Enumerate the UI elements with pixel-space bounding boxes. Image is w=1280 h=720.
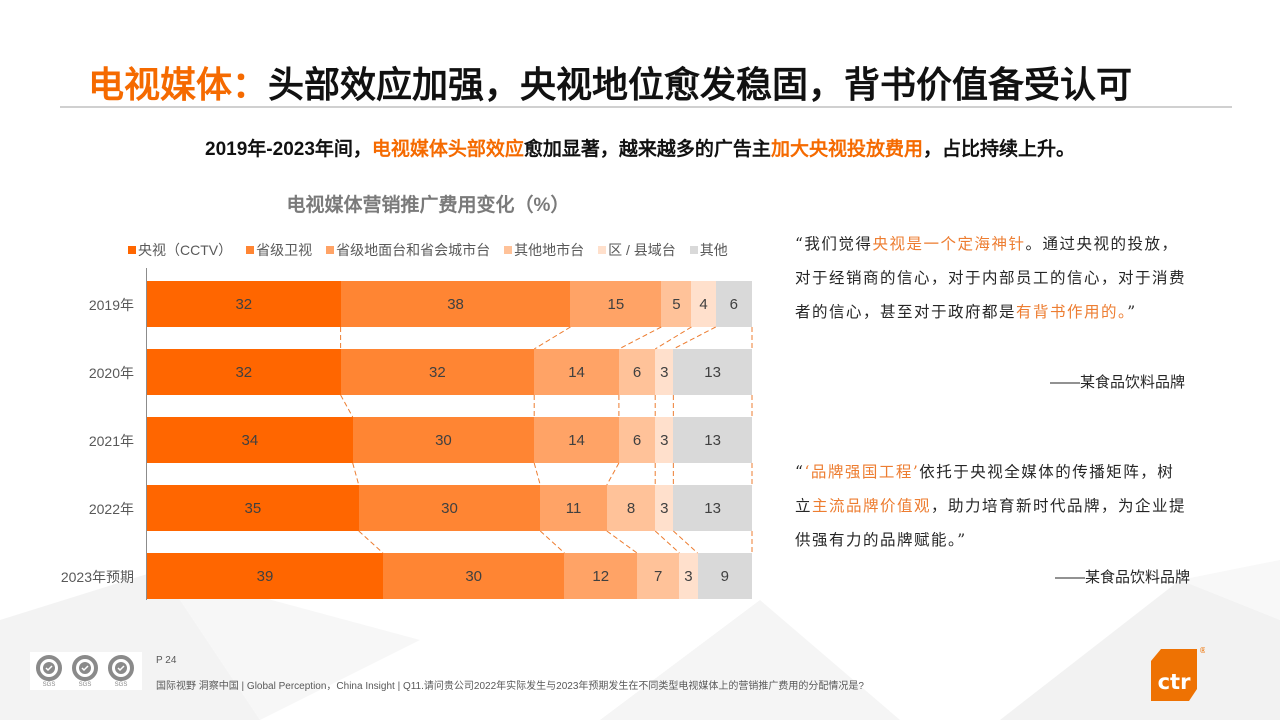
- bar-segment: 30: [382, 553, 565, 599]
- subtitle-text: ，占比持续上升。: [922, 139, 1075, 160]
- page-number: P 24: [156, 655, 177, 666]
- quote-text: ”: [1127, 303, 1137, 321]
- bar-segment: 8: [606, 485, 656, 531]
- subtitle-text: 2019年-2023年间，: [205, 139, 372, 160]
- bar-segment: 7: [637, 553, 680, 599]
- bar-segment: 30: [358, 485, 541, 531]
- legend-item: 其他地市台: [504, 240, 584, 260]
- bar-segment: 6: [618, 417, 656, 463]
- quote-highlight: 有背书作用的。: [1016, 303, 1128, 321]
- bar-segment: 13: [673, 349, 752, 395]
- sgs-check-icon: SGS: [108, 655, 134, 688]
- bar-segment: 13: [673, 417, 752, 463]
- y-axis-label: 2022年: [88, 501, 134, 517]
- quote-1-attribution: ——某食品饮料品牌: [1049, 374, 1185, 391]
- y-axis-label: 2020年: [88, 365, 134, 381]
- bar-row: 32 32 14 6 3 13: [147, 349, 752, 395]
- quote-highlight: ‘品牌强国工程’: [804, 463, 920, 481]
- bar-segment: 14: [534, 417, 619, 463]
- legend-label: 省级卫视: [256, 242, 313, 258]
- quote-text: ，助力培育新时代品牌，为企业提供强有力的品牌赋能。”: [795, 497, 1187, 549]
- ctr-logo: ctr ®: [1151, 646, 1205, 701]
- subtitle-highlight: 电视媒体头部效应: [371, 139, 524, 160]
- title-accent: 电视媒体：: [88, 64, 269, 105]
- title-divider: [60, 106, 1232, 108]
- bar-segment: 11: [540, 485, 607, 531]
- bar-segment: 5: [661, 281, 692, 327]
- legend-item: 省级地面台和省会城市台: [326, 240, 490, 260]
- bar-segment: 3: [655, 417, 674, 463]
- svg-text:ctr: ctr: [1158, 670, 1191, 694]
- quote-2-attribution: ——某食品饮料品牌: [1054, 569, 1190, 586]
- quote-highlight: 央视是一个定海神针: [872, 235, 1026, 253]
- bar-segment: 6: [715, 281, 752, 327]
- subtitle-highlight: 加大央视投放费用: [770, 139, 923, 160]
- quote-text: “: [795, 463, 805, 481]
- bar-segment: 35: [147, 485, 359, 531]
- legend-item: 其他: [689, 240, 728, 260]
- bar-segment: 32: [340, 349, 535, 395]
- quote-text: 依托于央视全媒体的传播矩阵，树立: [795, 463, 1175, 515]
- bar-segment: 32: [147, 281, 341, 327]
- bar-row: 32 38 15 5 4 6: [147, 281, 752, 327]
- bar-segment: 14: [534, 349, 619, 395]
- subtitle-text: 愈加显著，越来越多的广告主: [523, 139, 771, 160]
- bar-row: 34 30 14 6 3 13: [147, 417, 752, 463]
- subtitle: 2019年-2023年间，电视媒体头部效应愈加显著，越来越多的广告主加大央视投放…: [0, 134, 1280, 161]
- bar-segment: 3: [655, 485, 674, 531]
- bar-segment: 3: [655, 349, 674, 395]
- legend-label: 省级地面台和省会城市台: [336, 242, 491, 258]
- legend-swatch: [326, 246, 335, 254]
- title-rest: 头部效应加强，央视地位愈发稳固，背书价值备受认可: [268, 64, 1133, 105]
- bar-segment: 3: [679, 553, 698, 599]
- legend-label: 其他地市台: [514, 242, 585, 258]
- quote-highlight: 主流品牌价值观: [812, 497, 932, 515]
- legend-swatch: [128, 246, 136, 254]
- legend-item: 省级卫视: [246, 240, 312, 260]
- y-axis-line: [146, 268, 147, 600]
- y-axis-label: 2023年预期: [60, 569, 134, 585]
- y-axis-label: 2021年: [88, 433, 134, 449]
- bar-segment: 30: [352, 417, 535, 463]
- bar-segment: 38: [340, 281, 571, 327]
- legend-swatch: [598, 246, 607, 254]
- bar-segment: 32: [147, 349, 341, 395]
- quote-2: “‘品牌强国工程’依托于央视全媒体的传播矩阵，树立主流品牌价值观，助力培育新时代…: [795, 455, 1190, 557]
- legend-label: 区 / 县域台: [608, 242, 676, 258]
- chart-title: 电视媒体营销推广费用变化（%）: [286, 195, 570, 216]
- legend-swatch: [689, 246, 698, 254]
- legend-item: 区 / 县域台: [598, 240, 676, 260]
- legend-swatch: [246, 246, 255, 254]
- quote-1: “我们觉得央视是一个定海神针。通过央视的投放，对于经销商的信心，对于内部员工的信…: [795, 227, 1190, 329]
- svg-text:®: ®: [1199, 646, 1205, 655]
- page-title: 电视媒体：头部效应加强，央视地位愈发稳固，背书价值备受认可: [88, 56, 1132, 108]
- legend-item: 央视（CCTV）: [128, 240, 232, 260]
- chart-legend: 央视（CCTV） 省级卫视 省级地面台和省会城市台 其他地市台 区 / 县域台 其他: [128, 240, 728, 260]
- bar-segment: 15: [570, 281, 662, 327]
- sgs-check-icon: SGS: [36, 655, 62, 688]
- bar-row: 35 30 11 8 3 13: [147, 485, 752, 531]
- footer-note: 国际视野 洞察中国 | Global Perception，China Insi…: [156, 681, 864, 692]
- quote-text: “我们觉得: [795, 235, 873, 253]
- y-axis-label: 2019年: [88, 297, 134, 313]
- legend-label: 央视（CCTV）: [138, 242, 233, 258]
- bar-segment: 39: [147, 553, 383, 599]
- bar-segment: 4: [691, 281, 716, 327]
- bar-row: 39 30 12 7 3 9: [147, 553, 752, 599]
- legend-swatch: [504, 246, 513, 254]
- sgs-certification-badges: SGS SGS SGS: [30, 652, 142, 690]
- bar-segment: 9: [697, 553, 752, 599]
- svg-text:SGS: SGS: [115, 682, 128, 688]
- sgs-check-icon: SGS: [72, 655, 98, 688]
- bar-segment: 12: [564, 553, 638, 599]
- bar-segment: 6: [618, 349, 656, 395]
- bar-segment: 13: [673, 485, 752, 531]
- quote-text: 。通过央视的投放，对于经销商的信心，对于内部员工的信心，对于消费者的信心，甚至对…: [795, 235, 1187, 321]
- svg-text:SGS: SGS: [79, 682, 92, 688]
- bar-segment: 34: [147, 417, 353, 463]
- legend-label: 其他: [699, 242, 728, 258]
- svg-text:SGS: SGS: [43, 682, 56, 688]
